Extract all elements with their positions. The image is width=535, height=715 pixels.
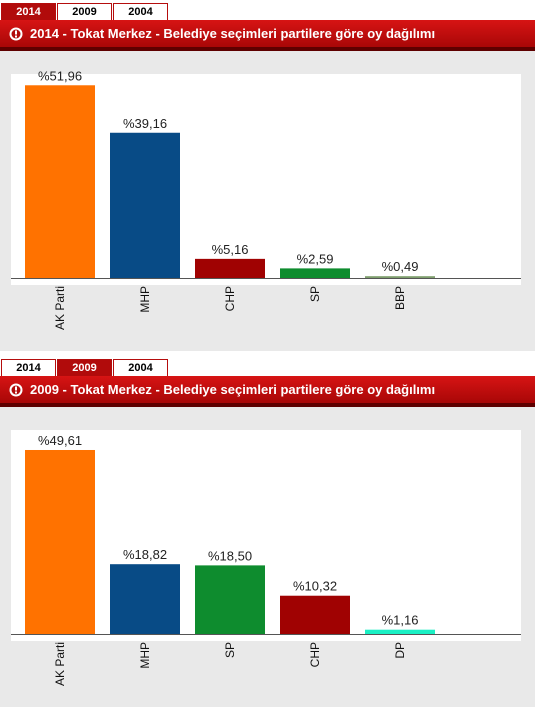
chart-area: %51,96 AK Parti %39,16 MHP %5,16 CHP %2,59 SP %0… — [0, 51, 535, 351]
category-label: CHP — [308, 642, 322, 667]
bar-chart-2014: %51,96 AK Parti %39,16 MHP %5,16 CHP %2,59 SP %0… — [11, 68, 521, 330]
info-circle-icon — [9, 27, 23, 41]
category-label: AK Parti — [53, 286, 67, 330]
category-label: SP — [223, 642, 237, 658]
panel-header: 2014 - Tokat Merkez - Belediye seçimleri… — [0, 20, 535, 51]
category-label: AK Parti — [53, 642, 67, 686]
data-label: %39,16 — [123, 116, 167, 131]
data-label: %1,16 — [382, 613, 419, 628]
tab-2004[interactable]: 2004 — [113, 3, 168, 20]
year-tabs: 2014 2009 2004 — [0, 0, 535, 20]
data-label: %18,50 — [208, 548, 252, 563]
bar — [110, 564, 180, 634]
tab-2014[interactable]: 2014 — [1, 359, 56, 376]
tab-2014[interactable]: 2014 — [1, 3, 56, 20]
bar — [280, 268, 350, 278]
data-label: %18,82 — [123, 547, 167, 562]
data-label: %49,61 — [38, 433, 82, 448]
category-label: MHP — [138, 642, 152, 669]
data-label: %10,32 — [293, 579, 337, 594]
data-label: %51,96 — [38, 68, 82, 83]
category-label: BBP — [393, 286, 407, 310]
tab-2009[interactable]: 2009 — [57, 359, 112, 376]
bar — [25, 85, 95, 278]
category-label: SP — [308, 286, 322, 302]
data-label: %5,16 — [212, 242, 249, 257]
category-label: DP — [393, 642, 407, 659]
bar — [195, 565, 265, 634]
bar — [25, 449, 95, 634]
panel-header: 2009 - Tokat Merkez - Belediye seçimleri… — [0, 376, 535, 407]
info-circle-icon — [9, 383, 23, 397]
chart-area: %49,61 AK Parti %18,82 MHP %18,50 SP %10,32 CHP… — [0, 407, 535, 707]
data-label: %0,49 — [382, 259, 419, 274]
plot-area — [11, 74, 521, 285]
bar — [280, 595, 350, 634]
bar — [195, 258, 265, 278]
tab-2004[interactable]: 2004 — [113, 359, 168, 376]
bar — [365, 629, 435, 634]
category-label: MHP — [138, 286, 152, 313]
data-label: %2,59 — [297, 251, 334, 266]
year-tabs: 2014 2009 2004 — [0, 356, 535, 376]
bar — [110, 132, 180, 278]
bar-chart-2009: %49,61 AK Parti %18,82 MHP %18,50 SP %10,32 CHP… — [11, 430, 521, 686]
panel-title: 2009 - Tokat Merkez - Belediye seçimleri… — [30, 382, 436, 397]
plot-area — [11, 430, 521, 641]
tab-2009[interactable]: 2009 — [57, 3, 112, 20]
panel-title: 2014 - Tokat Merkez - Belediye seçimleri… — [30, 26, 436, 41]
bar — [365, 276, 435, 278]
category-label: CHP — [223, 286, 237, 311]
